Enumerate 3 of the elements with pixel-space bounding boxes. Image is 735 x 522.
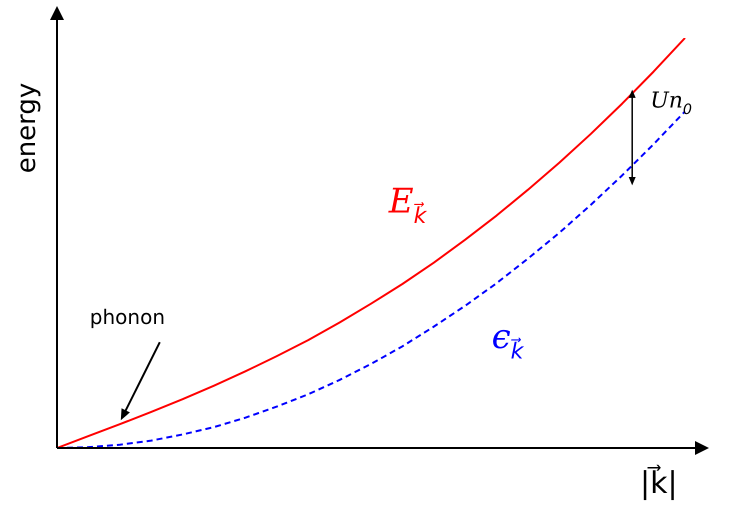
- y-axis-title: energy: [12, 82, 42, 174]
- x-axis-title: |k⃗|: [640, 464, 678, 501]
- annotation: phonon: [90, 305, 166, 330]
